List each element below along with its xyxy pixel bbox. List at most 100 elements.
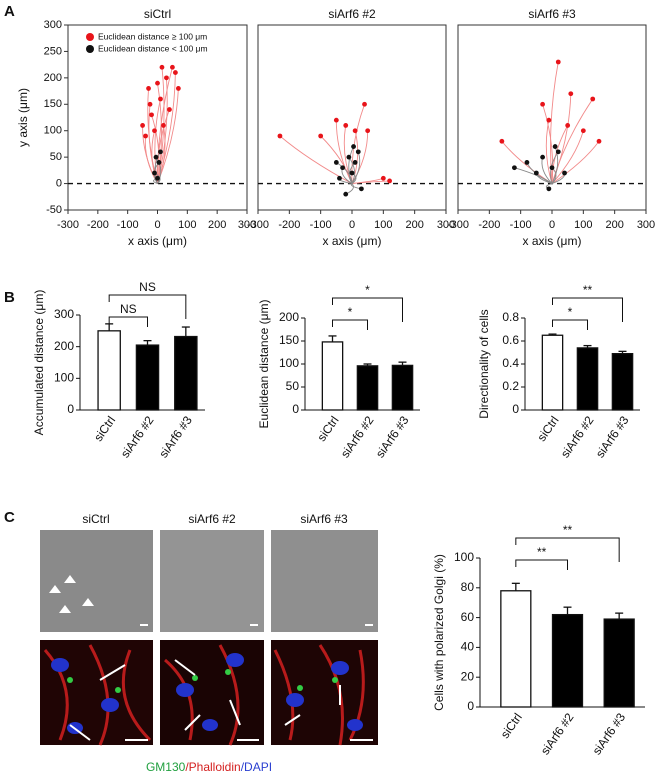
- legend-label: Euclidean distance < 100 μm: [98, 43, 208, 53]
- bar: [500, 590, 532, 708]
- scale-bars: [125, 624, 373, 741]
- endpoint: [580, 128, 586, 134]
- significance-bracket: [108, 316, 148, 327]
- endpoint: [540, 101, 545, 107]
- y-tick-label: 50: [286, 379, 300, 393]
- legend-swatch: [86, 45, 94, 53]
- track: [551, 141, 600, 184]
- endpoint: [524, 160, 530, 165]
- endpoint: [277, 133, 283, 139]
- y-axis-label: Cells with polarized Golgi (%): [432, 554, 446, 711]
- x-tick-label: -200: [478, 219, 500, 231]
- x-tick-label: 100: [178, 219, 196, 231]
- y-tick-label: 20: [461, 669, 475, 683]
- endpoint: [555, 149, 561, 155]
- endpoint: [337, 175, 342, 181]
- y-axis-label: Euclidean distance (μm): [257, 300, 271, 429]
- endpoint: [355, 149, 361, 155]
- x-tick-label: 0: [549, 219, 555, 231]
- y-axis-label: Accumulated distance (μm): [32, 290, 46, 436]
- y-tick-label: 200: [54, 339, 74, 353]
- y-tick-label: 0: [467, 699, 474, 713]
- x-tick-label: siArf6 #3: [593, 413, 632, 460]
- track: [279, 135, 353, 184]
- significance-label: **: [563, 523, 573, 537]
- track: [351, 104, 365, 184]
- endpoint: [380, 175, 386, 181]
- x-tick-label: siArf6 #2: [538, 710, 577, 757]
- endpoint: [352, 160, 358, 165]
- endpoint: [596, 138, 602, 144]
- endpoint: [140, 123, 145, 128]
- endpoint: [365, 128, 371, 134]
- x-tick-label: 100: [374, 219, 392, 231]
- y-tick-label: 60: [461, 610, 475, 624]
- endpoint: [340, 165, 345, 171]
- endpoint: [359, 186, 364, 192]
- x-tick-label: -200: [87, 219, 109, 231]
- endpoint: [161, 123, 166, 128]
- endpoint: [565, 123, 571, 128]
- significance-label: **: [583, 283, 593, 297]
- image-caption: GM130/Phalloidin/DAPI: [146, 760, 272, 774]
- track: [551, 130, 584, 184]
- endpoint: [549, 165, 555, 171]
- x-tick-label: siCtrl: [534, 414, 561, 444]
- endpoint: [499, 138, 505, 144]
- x-tick-label: siArf6 #2: [118, 413, 157, 460]
- bar: [97, 330, 121, 411]
- endpoint: [158, 96, 163, 102]
- y-tick-label: 300: [44, 19, 62, 31]
- significance-label: *: [365, 283, 370, 297]
- y-tick-label: 40: [461, 640, 475, 654]
- x-tick-label: siArf6 #3: [156, 413, 195, 460]
- endpoint: [568, 91, 574, 97]
- x-axis-label: x axis (μm): [128, 234, 187, 248]
- endpoint: [546, 186, 552, 192]
- image-title: siArf6 #2: [188, 512, 236, 526]
- endpoint: [343, 191, 349, 197]
- x-tick-label: siArf6 #3: [590, 710, 629, 757]
- bar: [576, 347, 599, 411]
- endpoint: [152, 170, 157, 176]
- y-tick-label: 0.4: [502, 356, 519, 370]
- chart-title: siArf6 #3: [528, 7, 576, 21]
- significance-bracket: [552, 297, 623, 322]
- x-tick-label: 0: [349, 219, 355, 231]
- significance-label: *: [568, 305, 573, 319]
- bar: [356, 365, 379, 411]
- endpoint: [173, 70, 178, 75]
- y-tick-label: 200: [279, 310, 299, 324]
- track: [351, 151, 361, 184]
- endpoint: [156, 160, 162, 165]
- panel-label: C: [4, 509, 15, 526]
- y-tick-label: 50: [50, 151, 62, 163]
- endpoint: [159, 64, 165, 70]
- y-tick-label: 0: [512, 402, 519, 416]
- track: [154, 98, 161, 184]
- bar: [391, 364, 414, 411]
- endpoint: [512, 165, 517, 171]
- arrowheads: [49, 575, 94, 613]
- legend-swatch: [86, 33, 94, 41]
- x-tick-label: -300: [57, 219, 79, 231]
- nuclei: [51, 653, 363, 734]
- endpoint: [167, 107, 172, 112]
- y-tick-label: 80: [461, 580, 475, 594]
- chart-title: siArf6 #2: [328, 7, 376, 21]
- endpoint: [333, 160, 339, 165]
- endpoint: [155, 80, 160, 86]
- endpoint: [362, 101, 367, 107]
- significance-label: *: [348, 305, 353, 319]
- phase-image: [160, 530, 264, 632]
- x-tick-label: siArf6 #2: [338, 413, 377, 460]
- x-tick-label: 300: [238, 219, 256, 231]
- track: [348, 156, 356, 184]
- endpoint: [552, 144, 558, 149]
- endpoint: [351, 144, 356, 149]
- endpoint: [352, 128, 358, 134]
- image-title: siCtrl: [82, 512, 109, 526]
- x-tick-label: siCtrl: [498, 711, 525, 741]
- endpoint: [158, 149, 163, 155]
- significance-bracket: [108, 294, 187, 319]
